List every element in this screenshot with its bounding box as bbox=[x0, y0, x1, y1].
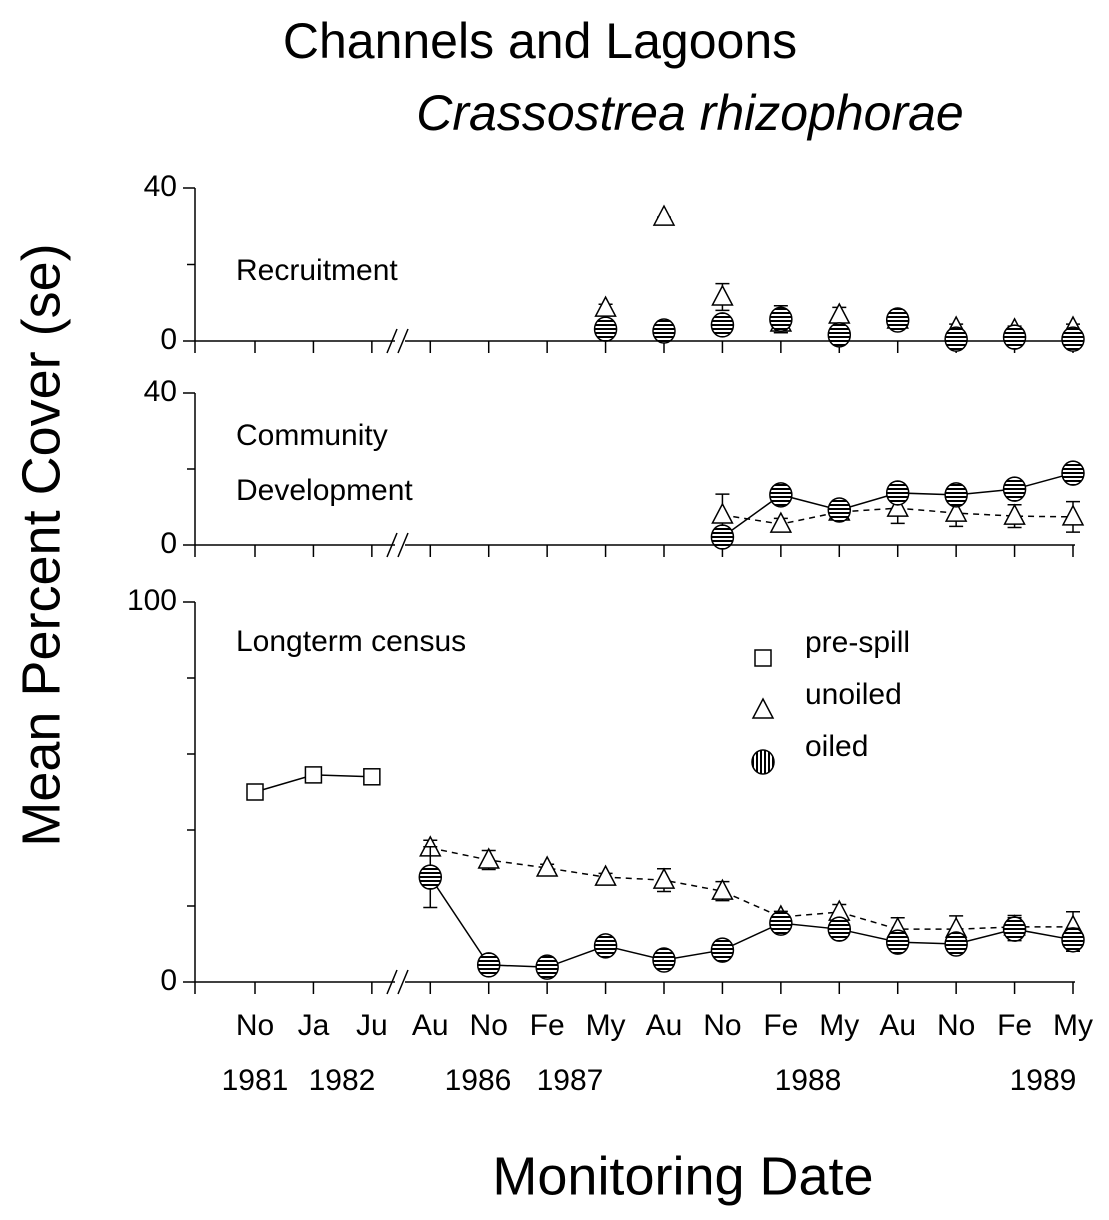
marker bbox=[363, 768, 381, 786]
x-tick-label: Fe bbox=[763, 1009, 798, 1042]
axis-break bbox=[386, 969, 409, 995]
x-tick-label: My bbox=[1053, 1009, 1093, 1042]
marker bbox=[418, 864, 443, 890]
panel-title: Community bbox=[236, 419, 388, 452]
axis-break bbox=[386, 532, 409, 558]
marker bbox=[710, 524, 735, 550]
y-axis-label: Mean Percent Cover (se) bbox=[11, 243, 71, 846]
marker bbox=[1061, 460, 1085, 486]
marker bbox=[593, 933, 618, 959]
legend-label: pre-spill bbox=[805, 626, 910, 659]
legend-swatch bbox=[754, 649, 772, 667]
series-line bbox=[430, 847, 1073, 930]
marker bbox=[652, 867, 676, 889]
subtitle: Crassostrea rhizophorae bbox=[416, 85, 964, 141]
marker bbox=[711, 878, 734, 900]
marker bbox=[944, 500, 968, 522]
marker bbox=[769, 306, 793, 332]
series-line bbox=[429, 876, 1074, 968]
marker bbox=[885, 929, 910, 955]
y-tick-label: 0 bbox=[160, 527, 177, 560]
x-axis-label: Monitoring Date bbox=[492, 1146, 873, 1206]
marker bbox=[827, 916, 852, 942]
marker bbox=[711, 502, 734, 524]
marker bbox=[711, 284, 734, 306]
marker bbox=[710, 937, 735, 963]
marker bbox=[886, 495, 909, 517]
year-label: 1989 bbox=[1010, 1064, 1077, 1097]
x-tick-label: Fe bbox=[997, 1009, 1032, 1042]
year-label: 1986 bbox=[445, 1064, 512, 1097]
x-tick-label: Au bbox=[646, 1009, 683, 1042]
panel-title: Recruitment bbox=[236, 254, 398, 287]
year-label: 1988 bbox=[775, 1064, 842, 1097]
marker bbox=[944, 931, 968, 957]
marker bbox=[1061, 927, 1085, 953]
legend-swatch bbox=[751, 749, 775, 775]
marker bbox=[246, 783, 264, 801]
y-tick-label: 100 bbox=[127, 584, 177, 617]
marker bbox=[1002, 476, 1027, 502]
legend-swatch bbox=[751, 697, 775, 719]
x-tick-label: Au bbox=[879, 1009, 916, 1042]
year-label: 1981 bbox=[222, 1064, 289, 1097]
x-tick-label: Fe bbox=[530, 1009, 565, 1042]
marker bbox=[535, 954, 559, 980]
marker bbox=[594, 295, 617, 317]
x-tick-label: No bbox=[703, 1009, 741, 1042]
marker bbox=[1003, 503, 1026, 525]
marker bbox=[769, 910, 793, 936]
x-tick-label: My bbox=[819, 1009, 859, 1042]
panel-title: Development bbox=[236, 474, 413, 507]
axis-break bbox=[386, 328, 409, 354]
marker bbox=[885, 480, 910, 506]
marker bbox=[652, 947, 676, 973]
marker bbox=[885, 307, 910, 333]
panel-title: Longterm census bbox=[236, 625, 466, 658]
x-tick-label: My bbox=[586, 1009, 626, 1042]
x-tick-label: Ja bbox=[298, 1009, 330, 1042]
marker bbox=[535, 855, 559, 877]
legend-label: oiled bbox=[805, 730, 868, 763]
marker bbox=[652, 204, 676, 226]
y-tick-label: 0 bbox=[160, 964, 177, 997]
y-tick-label: 40 bbox=[144, 170, 177, 203]
marker bbox=[594, 864, 617, 886]
marker bbox=[593, 316, 618, 342]
marker bbox=[1002, 324, 1027, 350]
marker bbox=[1061, 326, 1085, 352]
year-label: 1982 bbox=[309, 1064, 376, 1097]
marker bbox=[827, 322, 852, 348]
marker bbox=[1002, 916, 1027, 942]
marker bbox=[476, 952, 501, 978]
marker bbox=[944, 482, 968, 508]
x-tick-label: Ju bbox=[356, 1009, 388, 1042]
x-tick-label: Au bbox=[412, 1009, 449, 1042]
marker bbox=[1061, 504, 1085, 526]
marker bbox=[769, 511, 793, 533]
x-tick-label: No bbox=[236, 1009, 274, 1042]
x-tick-label: No bbox=[937, 1009, 975, 1042]
marker bbox=[827, 497, 852, 523]
year-label: 1987 bbox=[537, 1064, 604, 1097]
x-tick-label: No bbox=[470, 1009, 508, 1042]
legend-label: unoiled bbox=[805, 678, 902, 711]
title: Channels and Lagoons bbox=[283, 13, 797, 69]
marker bbox=[652, 318, 676, 344]
marker bbox=[944, 326, 968, 352]
marker bbox=[769, 482, 793, 508]
y-tick-label: 40 bbox=[144, 375, 177, 408]
marker bbox=[304, 766, 323, 784]
marker bbox=[477, 847, 500, 869]
marker bbox=[710, 312, 735, 338]
y-tick-label: 0 bbox=[160, 323, 177, 356]
